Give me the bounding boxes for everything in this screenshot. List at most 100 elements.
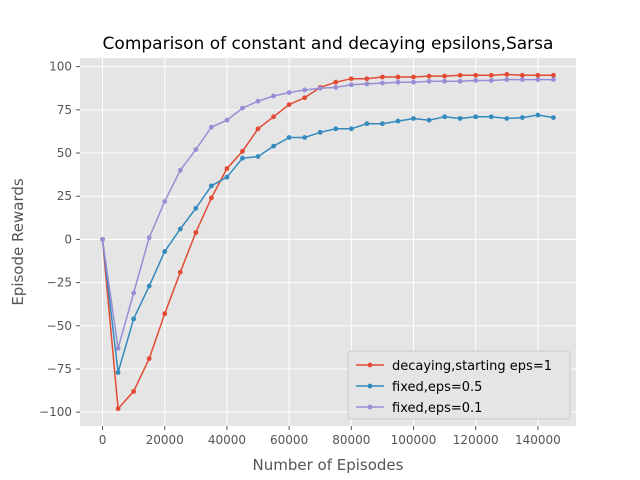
legend-box bbox=[347, 350, 571, 420]
data-point bbox=[317, 129, 323, 135]
data-point bbox=[286, 135, 292, 140]
legend-label: fixed,eps=0.1 bbox=[392, 401, 482, 416]
data-point bbox=[271, 143, 276, 149]
data-point bbox=[177, 226, 183, 232]
legend-label: decaying,starting eps=1 bbox=[392, 359, 552, 374]
y-axis-ticks: −100 −75 −50 −25 0 25 50 75 100 bbox=[39, 60, 80, 419]
data-point bbox=[240, 155, 245, 161]
data-point bbox=[255, 154, 261, 159]
legend-item: fixed,eps=0.1 bbox=[356, 401, 482, 416]
legend-label: fixed,eps=0.5 bbox=[392, 380, 482, 395]
data-point bbox=[380, 80, 385, 86]
data-point bbox=[255, 126, 261, 132]
data-point bbox=[286, 102, 292, 108]
data-point bbox=[457, 72, 463, 78]
legend-marker bbox=[367, 362, 373, 368]
data-point bbox=[473, 78, 479, 83]
data-point bbox=[442, 114, 448, 120]
data-point bbox=[271, 93, 276, 99]
data-point bbox=[519, 115, 525, 121]
data-point bbox=[535, 72, 541, 78]
data-point bbox=[131, 389, 137, 394]
data-point bbox=[395, 79, 401, 85]
data-point bbox=[473, 72, 479, 78]
data-point bbox=[146, 356, 152, 362]
x-tick-label: 40000 bbox=[208, 433, 246, 447]
data-point bbox=[131, 290, 137, 296]
y-tick-label: −50 bbox=[47, 319, 72, 333]
data-point bbox=[162, 311, 168, 317]
data-point bbox=[426, 73, 432, 79]
data-point bbox=[224, 117, 230, 123]
data-point bbox=[348, 82, 354, 88]
data-point bbox=[364, 121, 370, 127]
data-point bbox=[193, 230, 199, 235]
x-tick-label: 60000 bbox=[270, 433, 308, 447]
data-point bbox=[193, 205, 199, 211]
x-tick-label: 120000 bbox=[453, 433, 499, 447]
y-tick-label: −25 bbox=[47, 276, 72, 290]
data-point bbox=[348, 76, 354, 82]
y-tick-label: −100 bbox=[39, 405, 72, 419]
x-tick-label: 0 bbox=[99, 433, 107, 447]
data-point bbox=[240, 105, 245, 111]
y-tick-label: 25 bbox=[57, 189, 72, 203]
legend-marker bbox=[367, 383, 373, 389]
data-point bbox=[177, 167, 183, 173]
data-point bbox=[162, 198, 168, 204]
data-point bbox=[504, 77, 510, 82]
data-point bbox=[535, 77, 541, 82]
x-tick-label: 140000 bbox=[515, 433, 561, 447]
data-point bbox=[380, 74, 385, 80]
data-point bbox=[442, 73, 448, 79]
data-point bbox=[426, 78, 432, 84]
data-point bbox=[333, 84, 339, 90]
data-point bbox=[333, 126, 339, 132]
data-point bbox=[551, 115, 556, 121]
data-point bbox=[426, 117, 432, 123]
data-point bbox=[442, 78, 448, 84]
data-point bbox=[177, 269, 183, 275]
data-point bbox=[255, 98, 261, 104]
data-point bbox=[333, 79, 339, 85]
data-point bbox=[411, 79, 416, 85]
data-point bbox=[348, 126, 354, 132]
data-point bbox=[488, 114, 494, 120]
y-tick-label: 100 bbox=[49, 60, 72, 74]
y-tick-label: 75 bbox=[57, 103, 72, 117]
data-point bbox=[519, 77, 525, 82]
data-point bbox=[395, 118, 401, 124]
data-point bbox=[131, 316, 137, 322]
x-tick-label: 80000 bbox=[332, 433, 370, 447]
data-point bbox=[240, 148, 245, 154]
series-2 bbox=[100, 112, 556, 375]
x-tick-label: 20000 bbox=[146, 433, 184, 447]
data-point bbox=[457, 116, 463, 121]
data-point bbox=[224, 166, 230, 171]
data-point bbox=[457, 78, 463, 84]
series-line bbox=[101, 73, 554, 411]
data-point bbox=[100, 237, 105, 242]
legend-marker bbox=[367, 404, 373, 410]
data-point bbox=[488, 78, 494, 83]
y-tick-label: 50 bbox=[57, 146, 72, 160]
series-line bbox=[101, 114, 554, 373]
y-tick-label: −75 bbox=[47, 362, 72, 376]
data-point bbox=[146, 283, 152, 289]
data-point bbox=[208, 183, 214, 189]
data-point bbox=[208, 195, 214, 201]
data-point bbox=[488, 72, 494, 78]
data-point bbox=[364, 81, 370, 87]
x-axis-ticks: 0 20000 40000 60000 80000 100000 120000 140000 bbox=[99, 426, 561, 447]
y-axis-label: Episode Rewards bbox=[9, 178, 27, 306]
data-point bbox=[271, 114, 276, 120]
y-tick-label: 0 bbox=[64, 232, 72, 246]
data-point bbox=[411, 74, 416, 80]
data-point bbox=[115, 406, 121, 412]
data-point bbox=[411, 116, 416, 121]
data-point bbox=[395, 74, 401, 80]
data-point bbox=[551, 77, 556, 82]
data-point bbox=[504, 116, 510, 121]
chart-title: Comparison of constant and decaying epsi… bbox=[103, 34, 554, 54]
